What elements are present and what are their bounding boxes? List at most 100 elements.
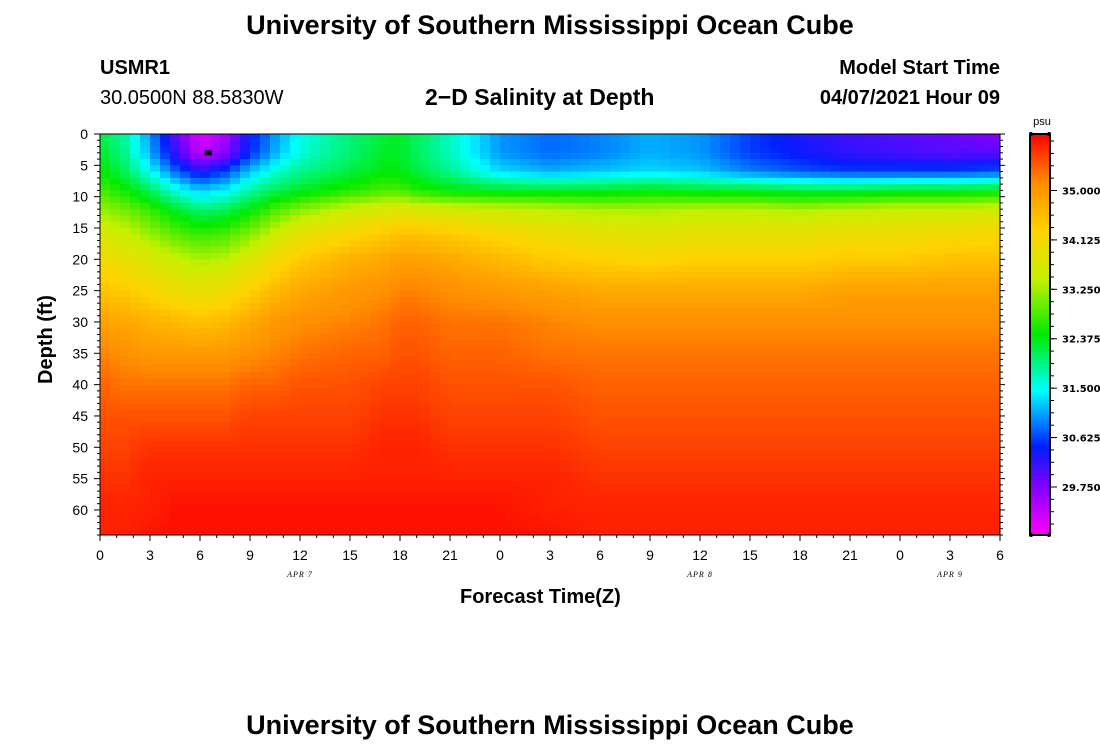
heat-cell [510, 315, 521, 323]
heat-cell [600, 397, 611, 405]
heat-cell [350, 321, 361, 329]
heat-cell [240, 365, 251, 373]
heat-cell [290, 190, 301, 198]
heat-cell [470, 403, 481, 411]
heat-cell [500, 415, 511, 423]
heat-cell [560, 296, 571, 304]
heat-cell [880, 347, 891, 354]
heat-cell [740, 334, 751, 342]
heat-cell [100, 315, 111, 323]
heat-cell [990, 190, 1000, 198]
heat-cell [160, 359, 171, 367]
heat-cell [890, 165, 901, 173]
heat-cell [270, 397, 281, 405]
heat-cell [560, 472, 571, 480]
heat-cell [650, 453, 661, 461]
heat-cell [180, 459, 191, 467]
heat-cell [320, 196, 331, 204]
heat-cell [820, 134, 831, 141]
heat-cell [400, 334, 411, 342]
heat-cell [230, 303, 241, 311]
heat-cell [860, 390, 871, 398]
heat-cell [220, 334, 231, 342]
heat-cell [680, 140, 691, 148]
heat-cell [370, 359, 381, 367]
heat-cell [570, 403, 581, 411]
heat-cell [890, 253, 901, 260]
heat-cell [110, 409, 121, 417]
heat-cell [740, 165, 751, 173]
heat-cell [920, 466, 931, 473]
heat-cell [980, 441, 991, 448]
heat-cell [240, 453, 251, 461]
heat-cell [220, 428, 231, 436]
heat-cell [590, 296, 601, 304]
heat-cell [870, 315, 881, 323]
heat-cell [930, 246, 941, 254]
heat-cell [610, 441, 621, 448]
heat-cell [180, 328, 191, 336]
heat-cell [970, 146, 981, 154]
heat-cell [570, 447, 581, 455]
heat-cell [520, 177, 531, 185]
heat-cell [700, 196, 711, 204]
heat-cell [580, 140, 591, 148]
heat-cell [720, 340, 731, 348]
heat-cell [420, 403, 431, 411]
heat-cell [620, 171, 631, 179]
heat-cell [130, 353, 141, 361]
heat-cell [250, 328, 261, 336]
heat-cell [470, 184, 481, 191]
heat-cell [360, 472, 371, 480]
heat-cell [790, 259, 801, 267]
heat-cell [520, 384, 531, 392]
heat-cell [750, 365, 761, 373]
heat-cell [660, 321, 671, 329]
heat-cell [550, 215, 561, 223]
heat-cell [990, 221, 1000, 229]
heat-cell [280, 353, 291, 361]
heat-cell [500, 447, 511, 455]
heat-cell [460, 315, 471, 323]
heat-cell [330, 453, 341, 461]
heat-cell [800, 347, 811, 354]
heat-cell [970, 340, 981, 348]
heat-cell [270, 466, 281, 473]
heat-cell [280, 309, 291, 317]
heat-cell [710, 152, 721, 160]
heat-cell [110, 390, 121, 398]
heat-cell [690, 415, 701, 423]
heat-cell [690, 315, 701, 323]
heat-cell [460, 140, 471, 148]
heat-cell [620, 447, 631, 455]
heat-cell [280, 378, 291, 386]
heat-cell [380, 353, 391, 361]
heat-cell [130, 296, 141, 304]
heat-cell [460, 303, 471, 311]
heat-cell [910, 215, 921, 223]
heat-cell [970, 365, 981, 373]
heat-cell [240, 359, 251, 367]
heat-cell [100, 184, 111, 191]
heat-cell [680, 441, 691, 448]
heat-cell [140, 459, 151, 467]
heat-cell [200, 415, 211, 423]
heat-cell [370, 447, 381, 455]
heat-cell [480, 378, 491, 386]
heat-cell [670, 422, 681, 430]
heat-cell [300, 365, 311, 373]
heat-cell [850, 365, 861, 373]
heat-cell [480, 152, 491, 160]
heat-cell [510, 196, 521, 204]
heat-cell [260, 202, 271, 210]
heat-cell [510, 365, 521, 373]
heat-cell [930, 447, 941, 455]
heat-cell [250, 146, 261, 154]
heat-cell [130, 390, 141, 398]
heat-cell [310, 359, 321, 367]
heat-cell [580, 384, 591, 392]
heat-cell [950, 428, 961, 436]
heat-cell [290, 321, 301, 329]
heat-cell [740, 378, 751, 386]
heat-cell [120, 321, 131, 329]
